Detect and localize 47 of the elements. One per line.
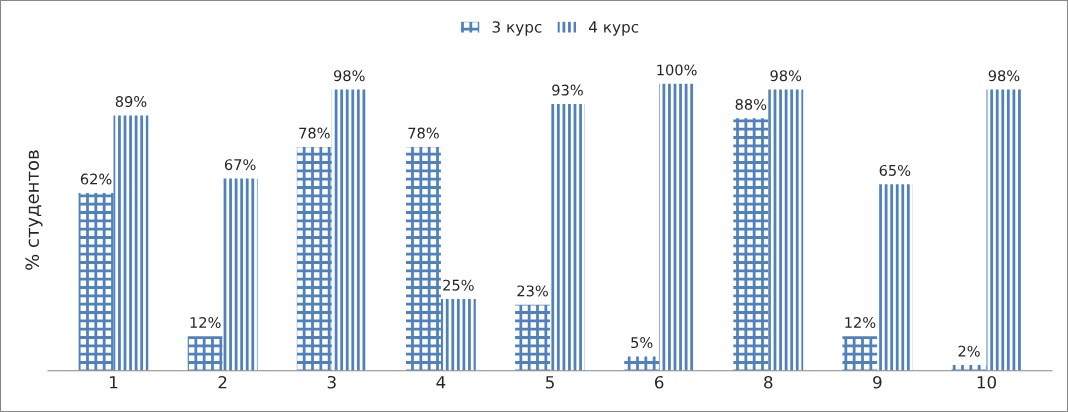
data-label: 100%: [657, 64, 697, 76]
x-tick-label: 6: [655, 375, 664, 389]
data-label: 89%: [115, 96, 147, 108]
data-label: 88%: [735, 98, 767, 110]
bar: [768, 89, 804, 371]
data-label: 65%: [879, 164, 911, 176]
x-tick-label: 4: [436, 376, 446, 389]
bar: [624, 356, 660, 371]
bar: [659, 83, 695, 371]
x-tick-label: 8: [764, 375, 773, 389]
x-tick-label: 9: [873, 375, 882, 389]
bar: [550, 103, 585, 371]
bar: [515, 304, 551, 371]
data-label: 93%: [552, 84, 583, 96]
x-tick-label: 5: [546, 376, 554, 389]
bar: [296, 147, 332, 371]
legend-label: 3 курс: [492, 21, 542, 36]
bar: [187, 336, 223, 371]
bar: [440, 299, 476, 371]
data-label: 98%: [770, 70, 802, 82]
x-tick-label: 1: [110, 376, 118, 389]
data-label: 23%: [517, 285, 548, 297]
data-label: 12%: [845, 316, 876, 328]
bar: [405, 147, 441, 371]
bar: [113, 115, 149, 371]
bar: [222, 178, 258, 371]
bar: [986, 89, 1022, 371]
x-tick-label: 3: [327, 375, 336, 389]
data-label: 2%: [958, 345, 980, 357]
data-label: 25%: [443, 279, 474, 291]
bar: [331, 89, 367, 371]
data-label: 98%: [333, 70, 365, 82]
x-tick-label: 10: [977, 375, 996, 389]
data-label: 5%: [631, 337, 653, 349]
data-label: 98%: [988, 70, 1020, 82]
legend-label: 4 курс: [588, 21, 639, 36]
data-label: 12%: [190, 316, 221, 328]
bar: [733, 118, 769, 371]
data-label: 62%: [80, 173, 112, 185]
bar: [78, 192, 114, 371]
y-axis-title: % студентов: [25, 150, 43, 270]
data-label: 78%: [299, 127, 330, 139]
bar: [877, 184, 913, 371]
bar: [842, 336, 878, 371]
data-label: 67%: [224, 159, 256, 171]
data-label: 78%: [408, 127, 439, 139]
x-tick-label: 2: [218, 375, 227, 389]
